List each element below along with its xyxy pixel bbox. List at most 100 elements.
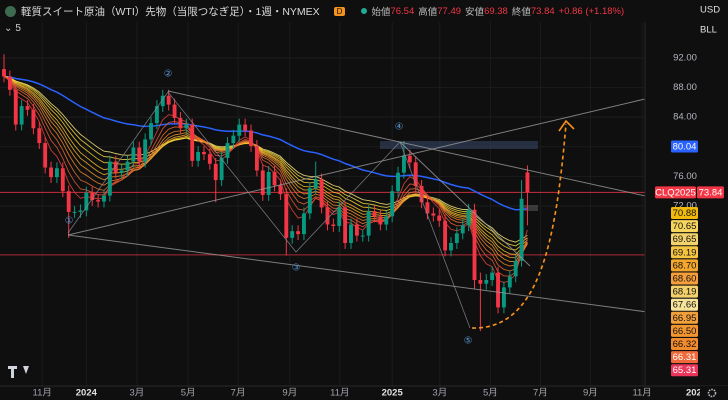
- candle-body: [501, 287, 506, 308]
- candle-body: [190, 124, 195, 161]
- wave-line: [67, 91, 471, 329]
- candle-body: [113, 161, 118, 173]
- candle-body: [519, 198, 524, 261]
- chevron: ⌄: [4, 23, 13, 34]
- candle-body: [284, 194, 289, 238]
- candle-body: [354, 224, 359, 236]
- indicator-toggle[interactable]: ⌄ 5: [4, 23, 21, 34]
- ma-line: [3, 76, 528, 251]
- candle-body: [137, 147, 142, 162]
- price-label-box: [671, 246, 698, 259]
- ma-line: [3, 76, 528, 277]
- candle-body: [72, 211, 77, 213]
- y-tick-label: 72.00: [673, 201, 697, 212]
- candle-body: [307, 188, 312, 214]
- candle-body: [119, 170, 124, 173]
- last-price-label: 73.84: [699, 187, 723, 198]
- candle-body: [266, 171, 271, 195]
- ma-line: [3, 76, 528, 243]
- candle-body: [260, 170, 265, 195]
- candle-body: [384, 216, 389, 225]
- candle-body: [454, 233, 459, 244]
- candle-body: [431, 213, 436, 216]
- trend-line: [399, 141, 531, 267]
- x-tick-label: 2024: [76, 388, 98, 399]
- candle-body: [378, 216, 383, 225]
- ohlc-value: 73.84: [530, 5, 555, 17]
- symbol-box: [655, 186, 696, 199]
- ohlc-label: 終値: [511, 7, 531, 18]
- header: 軽質スイート原油（WTI）先物（当限つなぎ足）・1週・NYMEX D 始値 76.…: [0, 0, 690, 22]
- price-label: 69.65: [673, 234, 697, 245]
- ohlc-value: 69.38: [484, 5, 508, 17]
- candle-body: [207, 154, 212, 164]
- price-label-box: [671, 140, 698, 153]
- candle-body: [443, 220, 448, 251]
- price-label: 69.19: [673, 247, 697, 258]
- price-label-box: [671, 285, 698, 298]
- ohlc-label: 高値: [418, 7, 438, 18]
- x-tick-label: 11月: [330, 388, 349, 399]
- settings-icon[interactable]: [707, 388, 717, 398]
- candle-body: [313, 179, 318, 189]
- candle-body: [349, 224, 353, 244]
- candle-body: [13, 89, 18, 125]
- candle-body: [78, 210, 83, 212]
- price-label-box: [671, 259, 698, 272]
- x-tick-label: 11月: [33, 388, 52, 399]
- candle-body: [149, 123, 153, 140]
- status-dot: [361, 8, 368, 14]
- y-tick-label: 76.00: [673, 171, 697, 182]
- candle-body: [102, 195, 106, 202]
- candle-body: [319, 179, 324, 208]
- price-label: 66.32: [673, 339, 697, 350]
- candle-body: [343, 207, 348, 244]
- price-label: 70.65: [673, 221, 697, 232]
- header-bg: [690, 0, 728, 40]
- candle-body: [84, 192, 89, 211]
- candle-body: [390, 191, 395, 217]
- candle-body: [2, 69, 6, 77]
- candle-body: [325, 207, 330, 225]
- badge[interactable]: D: [333, 6, 346, 16]
- candle-body: [237, 124, 242, 136]
- x-tick-label: 11月: [632, 388, 651, 399]
- candle-body: [196, 151, 201, 161]
- candle-body: [49, 167, 53, 178]
- candle-body: [219, 157, 224, 181]
- unit: BLL: [700, 25, 717, 36]
- candle-body: [401, 155, 406, 173]
- candle-body: [96, 200, 101, 202]
- last-price-box: [697, 186, 724, 199]
- zone: [380, 141, 538, 149]
- candle-body: [90, 192, 95, 201]
- price-label-box: [671, 220, 698, 233]
- price-label: 68.19: [673, 287, 697, 298]
- candle-body: [337, 207, 342, 226]
- candle-body: [419, 186, 424, 203]
- price-label: 67.66: [673, 300, 697, 311]
- price-label: 68.70: [673, 260, 697, 271]
- x-tick-label: 202: [686, 388, 702, 399]
- ohlc-label: 始値: [371, 7, 391, 18]
- candle-body: [396, 172, 400, 192]
- candle-body: [66, 191, 71, 212]
- candle-body: [525, 172, 530, 193]
- symbol-label: CLQ2025: [655, 187, 696, 198]
- candle-body: [484, 280, 489, 284]
- candle-body: [131, 147, 136, 162]
- price-label-box: [671, 324, 698, 337]
- price-label: 65.31: [673, 365, 697, 376]
- x-tick-label: 5月: [483, 388, 498, 399]
- x-tick-label: 2025: [382, 388, 404, 399]
- candle-body: [513, 260, 518, 277]
- symbol-title[interactable]: 軽質スイート原油（WTI）先物（当限つなぎ足）・1週・NYMEX: [21, 5, 320, 18]
- candle-body: [437, 215, 442, 221]
- candle-body: [360, 235, 365, 237]
- price-label-box: [671, 311, 698, 324]
- candle-body: [249, 130, 253, 147]
- trend-line: [167, 90, 645, 197]
- ma-line: [3, 76, 528, 272]
- candle-body: [466, 209, 471, 226]
